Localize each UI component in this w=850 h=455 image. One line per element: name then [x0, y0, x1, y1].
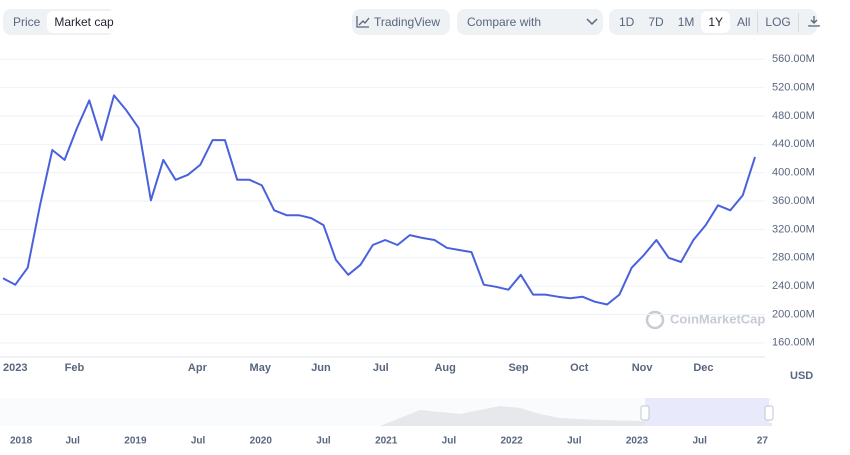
- range-group: 1D 7D 1M 1Y All LOG: [609, 9, 820, 35]
- x-tick-label: May: [250, 362, 272, 374]
- navigator-bg: [0, 398, 772, 426]
- navigator-selection: [645, 398, 769, 426]
- y-tick-label: 160.00M: [772, 337, 815, 349]
- navigator-label: Jul: [65, 436, 80, 447]
- navigator-handle: [640, 405, 650, 421]
- select-label: Compare with: [467, 15, 542, 29]
- tab-button[interactable]: Market cap: [47, 11, 121, 33]
- watermark-logo: [645, 310, 665, 330]
- tab-button[interactable]: Price: [13, 15, 41, 29]
- x-tick-label: Feb: [65, 362, 85, 374]
- navigator-label: 2023: [626, 436, 649, 447]
- y-tick-label: 440.00M: [772, 138, 815, 150]
- tradingview-button[interactable]: TradingView: [352, 9, 450, 35]
- x-tick-label: Aug: [434, 362, 455, 374]
- log-button[interactable]: LOG: [757, 11, 797, 33]
- navigator-label: 2022: [500, 436, 523, 447]
- x-tick-label: Sep: [508, 362, 528, 374]
- navigator-label: 2018: [10, 436, 33, 447]
- chevron-icon: [586, 18, 598, 26]
- navigator-label: 2021: [375, 436, 398, 447]
- x-tick-label: Nov: [632, 362, 654, 374]
- download-icon: [808, 15, 820, 27]
- y-tick-label: 240.00M: [772, 280, 815, 292]
- navigator-area: [380, 406, 772, 426]
- watermark: CoinMarketCap: [670, 311, 765, 326]
- x-tick-label: Apr: [188, 362, 208, 374]
- price-line: [2, 94, 756, 306]
- range-button[interactable]: 1D: [619, 15, 635, 29]
- x-tick-label: Jul: [373, 362, 389, 374]
- chart-icon: [356, 16, 370, 28]
- range-button[interactable]: 7D: [648, 15, 664, 29]
- navigator-label: 27: [757, 436, 769, 447]
- navigator-label: Jul: [316, 436, 331, 447]
- y-tick-label: 480.00M: [772, 110, 815, 122]
- button-label: TradingView: [373, 15, 440, 29]
- navigator-label: 2019: [124, 436, 147, 447]
- download-button[interactable]: [797, 12, 829, 32]
- y-tick-label: 400.00M: [772, 167, 815, 179]
- navigator-label: Jul: [442, 436, 457, 447]
- x-tick-label: Jun: [311, 362, 331, 374]
- y-tick-label: 360.00M: [772, 195, 815, 207]
- range-button[interactable]: 1Y: [701, 11, 731, 33]
- navigator-label: 2020: [250, 436, 273, 447]
- y-tick-label: 200.00M: [772, 308, 815, 320]
- navigator-label: Jul: [692, 436, 707, 447]
- x-tick-label: Dec: [693, 362, 713, 374]
- navigator-handle: [764, 405, 774, 421]
- currency-label: USD: [790, 370, 813, 382]
- y-tick-label: 320.00M: [772, 223, 815, 235]
- range-button[interactable]: 1M: [677, 15, 695, 29]
- y-tick-label: 520.00M: [772, 82, 815, 94]
- x-tick-label: Oct: [570, 362, 589, 374]
- compare-select[interactable]: Compare with: [457, 9, 603, 35]
- navigator-label: Jul: [191, 436, 206, 447]
- navigator-label: Jul: [567, 436, 582, 447]
- x-tick-label: 2023: [3, 362, 27, 374]
- y-tick-label: 560.00M: [772, 53, 815, 65]
- range-button[interactable]: All: [737, 15, 751, 29]
- y-tick-label: 280.00M: [772, 252, 815, 264]
- tab-group: Price Market cap: [3, 9, 121, 35]
